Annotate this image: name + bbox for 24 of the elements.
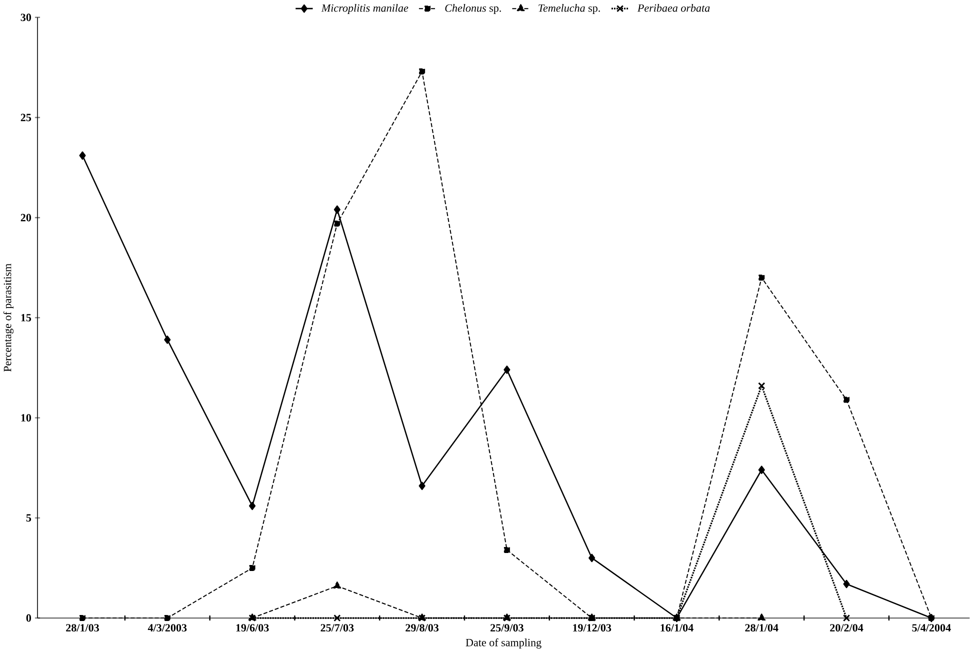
x-tick-label: 28/1/04	[745, 624, 778, 632]
x-tick-label: 25/7/03	[320, 624, 354, 632]
legend-label: Temelucha sp.	[538, 4, 600, 14]
x-tick-label: 19/12/03	[573, 624, 612, 632]
x-tick-label: 4/3/2003	[148, 624, 187, 632]
x-tick-label: 28/1/03	[66, 624, 99, 632]
x-tick-label: 29/8/03	[406, 624, 439, 632]
y-tick-label: 25	[20, 114, 32, 122]
y-tick-label: 10	[21, 414, 32, 422]
x-tick-label: 19/6/03	[236, 624, 269, 632]
y-tick-label: 20	[20, 214, 32, 222]
x-tick-label: 25/9/03	[490, 624, 524, 632]
x-axis-title: Date of sampling	[466, 638, 542, 649]
y-tick-label: 0	[26, 614, 32, 622]
y-axis-title: Percentage of parasitism	[3, 264, 14, 372]
legend-label: Chelonus sp.	[445, 4, 501, 14]
legend-label: Microplitis manilae	[321, 4, 408, 14]
y-tick-label: 5	[26, 514, 32, 522]
x-tick-label: 20/2/04	[830, 624, 864, 632]
legend-label: Peribaea orbata	[637, 4, 710, 12]
y-tick-label: 15	[21, 314, 32, 322]
x-tick-label: 16/1/04	[660, 624, 694, 632]
y-tick-label: 30	[20, 14, 32, 22]
x-tick-label: 5/4/2004	[912, 624, 951, 632]
